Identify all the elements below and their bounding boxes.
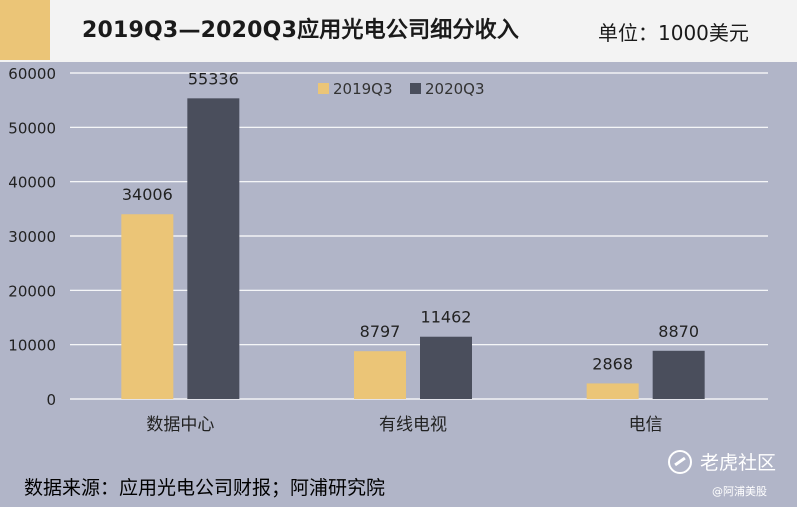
chart-title: 2019Q3—2020Q3应用光电公司细分收入 [82,18,520,43]
watermark-brand: 老虎社区 [700,452,777,474]
gridlines [70,72,768,400]
y-tick-label: 10000 [8,337,56,355]
data-label: 11462 [421,308,472,327]
watermark-account: @阿浦美股 [712,485,767,498]
watermark: 老虎社区 [668,448,776,475]
bar [586,383,639,399]
y-tick-label: 50000 [8,119,56,137]
legend-label: 2020Q3 [425,80,485,98]
data-label: 55336 [188,69,239,88]
y-tick-label: 30000 [8,228,56,246]
data-label: 8870 [658,322,699,341]
y-tick-label: 60000 [8,65,56,83]
x-tick-label: 电信 [629,415,663,435]
tiger-logo-icon [668,449,692,474]
x-tick-label: 数据中心 [146,415,214,435]
x-axis-ticks: 数据中心 有线电视 电信 [146,415,662,435]
legend-swatch [318,83,329,94]
bar [354,351,406,399]
source-note: 数据来源：应用光电公司财报；阿浦研究院 [24,477,386,499]
bar [652,350,705,399]
data-label: 2868 [592,354,633,373]
bar [420,336,472,399]
bars [121,98,705,399]
y-tick-label: 40000 [8,174,56,192]
bar [187,98,240,399]
data-labels: 34006 55336 8797 11462 2868 8870 [122,69,699,373]
legend-label: 2019Q3 [333,80,393,98]
accent-block [0,0,50,60]
unit-label: 单位：1000美元 [598,21,749,45]
y-tick-label: 0 [46,391,56,409]
y-tick-label: 20000 [8,282,56,300]
bar [121,214,174,399]
data-label: 8797 [360,322,401,341]
y-axis-ticks: 0 10000 20000 30000 40000 50000 60000 [8,65,56,409]
legend: 2019Q3 2020Q3 [318,80,485,98]
header-bar [0,0,797,62]
legend-swatch [410,83,421,94]
data-label: 34006 [122,185,173,204]
x-tick-label: 有线电视 [379,415,447,435]
